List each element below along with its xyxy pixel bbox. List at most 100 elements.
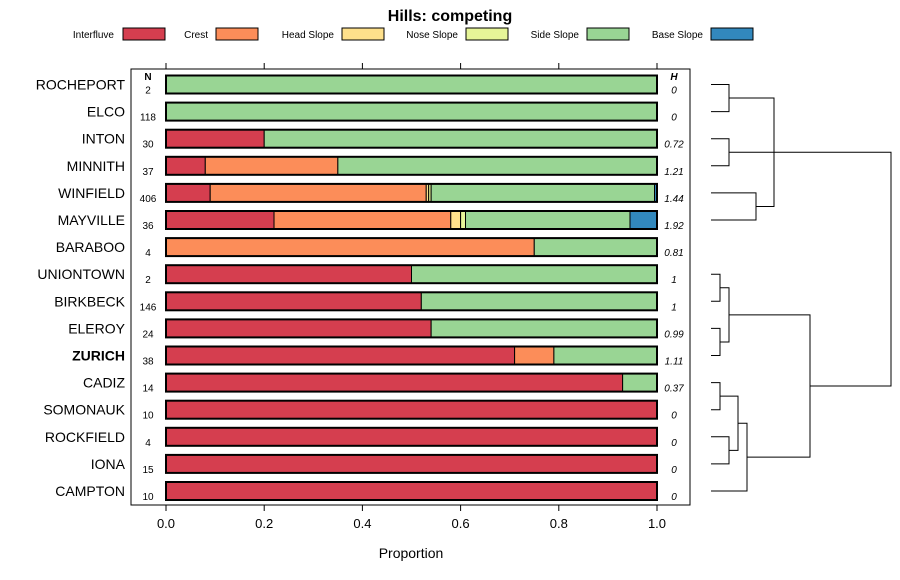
bar-row-campton: CAMPTON 10 0: [55, 481, 677, 503]
category-label: CAMPTON: [55, 483, 125, 499]
plot-frame: [130, 68, 691, 506]
bar-outline: [165, 101, 658, 122]
h-value: 0.99: [664, 329, 684, 340]
bar-segment-interfluve: [165, 346, 516, 365]
bar-segment-side-slope: [553, 346, 658, 365]
bar-segment-interfluve: [165, 454, 658, 474]
bar-outline: [165, 481, 658, 501]
h-column-header: H: [670, 72, 678, 83]
n-count: 36: [142, 221, 154, 232]
h-value: 1.11: [665, 357, 684, 368]
n-count: 10: [142, 492, 154, 503]
bar-outline: [165, 155, 658, 176]
bar-row-iona: IONA 15 0: [91, 453, 677, 476]
legend-item-interfluve: Interfluve: [73, 27, 166, 41]
bar-segment-crest: [209, 183, 427, 203]
bar-segment-interfluve: [165, 373, 624, 393]
chart-title: Hills: competing: [388, 8, 512, 25]
n-count: 406: [140, 194, 157, 205]
bar-row-minnith: MINNITH 37 1.21: [67, 155, 684, 178]
legend-label-base-slope: Base Slope: [652, 30, 704, 41]
h-value: 1: [671, 275, 677, 286]
x-tick-label: 0.6: [452, 516, 470, 531]
bar-row-rockfield: ROCKFIELD 4 0: [45, 426, 677, 449]
bar-segment-side-slope: [622, 373, 658, 393]
bar-outline: [165, 237, 658, 258]
category-label: BARABOO: [56, 239, 125, 255]
bar-row-zurich: ZURICH 38 1.11: [72, 345, 684, 368]
bar-segment-crest: [273, 210, 452, 230]
n-count: 118: [140, 113, 156, 124]
bar-segment-side-slope: [533, 237, 658, 257]
legend-label-head-slope: Head Slope: [282, 30, 335, 41]
x-axis-label: Proportion: [379, 545, 444, 561]
bar-segment-interfluve: [165, 264, 412, 284]
bar-outline: [165, 182, 658, 203]
n-count: 10: [142, 411, 154, 422]
h-value: 0: [671, 438, 677, 449]
n-column-header: N: [144, 72, 151, 83]
h-value: 0.81: [664, 248, 683, 259]
dendrogram-branch: [711, 273, 721, 302]
n-count: 146: [140, 302, 157, 313]
bar-row-rocheport: ROCHEPORT 2 0: [36, 74, 677, 97]
bar-row-baraboo: BARABOO 4 0.81: [56, 237, 684, 259]
bar-outline: [165, 399, 658, 420]
n-count: 30: [142, 140, 154, 151]
bar-segment-base-slope: [629, 210, 658, 230]
h-value: 0: [671, 86, 677, 97]
n-count: 24: [142, 329, 154, 340]
bar-segment-interfluve: [165, 210, 275, 230]
n-count: 4: [145, 248, 151, 259]
bar-outline: [165, 128, 658, 149]
legend-swatch-interfluve: [122, 27, 166, 41]
x-tick-label: 0.4: [353, 516, 371, 531]
dendrogram-branch: [711, 84, 730, 113]
h-value: 1: [671, 302, 677, 313]
h-value: 1.44: [664, 194, 684, 205]
x-tick-label: 0.2: [255, 516, 273, 531]
category-label: ROCKFIELD: [45, 429, 125, 445]
bar-segment-side-slope: [420, 291, 658, 311]
bar-row-winfield: WINFIELD 406 1.44: [58, 182, 684, 205]
n-count: 4: [145, 438, 151, 449]
bar-row-eleroy: ELEROY 24 0.99: [68, 318, 684, 340]
h-value: 0: [671, 465, 677, 476]
category-label: IONA: [91, 456, 126, 472]
bar-segment-crest: [514, 346, 555, 365]
bar-segment-side-slope: [337, 156, 658, 176]
bar-segment-side-slope: [411, 264, 658, 284]
legend-swatch-head-slope: [341, 27, 385, 41]
legend-item-crest: Crest: [184, 27, 259, 41]
legend-label-interfluve: Interfluve: [73, 30, 115, 41]
x-tick-label: 0.8: [550, 516, 568, 531]
n-count: 2: [145, 86, 151, 97]
dendrogram-branch: [711, 382, 721, 411]
category-label: ELEROY: [68, 320, 125, 336]
bar-segment-interfluve: [165, 129, 265, 149]
n-count: 15: [142, 465, 154, 476]
bar-segment-interfluve: [165, 156, 206, 176]
dendrogram-branch: [729, 314, 811, 458]
bar-segment-interfluve: [165, 291, 422, 311]
dendrogram-branch: [810, 151, 892, 387]
n-count: 38: [142, 357, 154, 368]
bar-segment-interfluve: [165, 183, 211, 203]
x-tick-label: 1.0: [648, 516, 666, 531]
h-value: 1.21: [664, 167, 683, 178]
category-label: MINNITH: [67, 158, 125, 174]
bar-segment-side-slope: [263, 129, 658, 149]
legend: Interfluve Crest Head Slope Nose Slope Side …: [73, 27, 754, 41]
legend-item-side-slope: Side Slope: [531, 27, 630, 41]
bar-outline: [165, 345, 658, 366]
bar-segment-interfluve: [165, 427, 658, 447]
bar-outline: [165, 291, 658, 312]
bar-row-somonauk: SOMONAUK 10 0: [43, 399, 677, 422]
bar-outline: [165, 264, 658, 285]
bar-segment-head-slope: [450, 210, 462, 230]
bar-row-mayville: MAYVILLE 36 1.92: [58, 210, 684, 232]
legend-swatch-crest: [215, 27, 259, 41]
bar-segment-side-slope: [430, 318, 658, 338]
bar-segment-crest: [204, 156, 339, 176]
